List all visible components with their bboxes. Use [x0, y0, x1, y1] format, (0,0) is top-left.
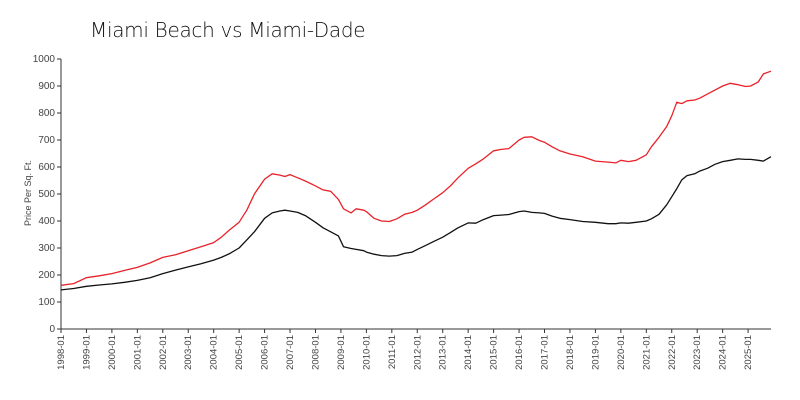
axes — [60, 59, 771, 330]
y-axis-label: Price Per Sq. Ft. — [23, 160, 33, 226]
x-tick-label: 2005-01 — [234, 335, 245, 370]
x-tick-label: 2004-01 — [209, 335, 220, 370]
x-tick-label: 2009-01 — [336, 335, 347, 370]
y-tick-label: 100 — [38, 297, 55, 308]
x-tick-label: 2011-01 — [387, 335, 398, 369]
y-tick-label: 300 — [38, 243, 55, 254]
x-tick-label: 2006-01 — [260, 335, 271, 370]
x-tick-label: 2008-01 — [310, 335, 321, 370]
y-axis-ticks: 0 100 200 300 400 500 600 700 800 900 1000 — [33, 54, 61, 335]
y-tick-label: 400 — [38, 216, 55, 227]
x-tick-label: 2017-01 — [540, 335, 551, 370]
x-tick-label: 2020-01 — [616, 335, 627, 370]
x-tick-label: 2013-01 — [438, 335, 449, 370]
x-tick-label: 2012-01 — [412, 335, 423, 370]
chart-title: Miami Beach vs Miami-Dade — [90, 18, 366, 42]
series-line-miami-dade — [60, 156, 772, 291]
x-tick-label: 2025-01 — [743, 335, 754, 370]
x-tick-label: 2016-01 — [514, 335, 525, 370]
series-line-miami-beach — [60, 70, 772, 286]
y-tick-label: 500 — [38, 189, 55, 200]
x-tick-label: 2003-01 — [183, 335, 194, 370]
y-tick-label: 0 — [49, 324, 55, 335]
y-tick-label: 1000 — [33, 54, 56, 65]
x-tick-label: 2024-01 — [718, 335, 729, 370]
x-tick-label: 2002-01 — [158, 335, 169, 370]
series-layer — [60, 70, 772, 291]
x-tick-label: 2022-01 — [667, 335, 678, 370]
x-tick-label: 2019-01 — [590, 335, 601, 370]
x-tick-label: 1998-01 — [56, 335, 67, 370]
x-tick-label: 2014-01 — [463, 335, 474, 370]
y-tick-label: 200 — [38, 270, 55, 281]
y-tick-label: 900 — [38, 81, 55, 92]
x-tick-label: 2021-01 — [641, 335, 652, 370]
x-tick-label: 2001-01 — [132, 335, 143, 370]
x-tick-label: 2000-01 — [107, 335, 118, 370]
y-tick-label: 600 — [38, 162, 55, 173]
x-tick-label: 2018-01 — [565, 335, 576, 370]
x-tick-label: 2015-01 — [489, 335, 500, 370]
y-tick-label: 700 — [38, 135, 55, 146]
x-axis-ticks: 1998-01 1999-01 2000-01 2001-01 2002-01 2003-… — [56, 329, 754, 370]
x-tick-label: 2010-01 — [361, 335, 372, 370]
x-tick-label: 2023-01 — [692, 335, 703, 370]
x-tick-label: 1999-01 — [81, 335, 92, 370]
y-tick-label: 800 — [38, 108, 55, 119]
x-tick-label: 2007-01 — [285, 335, 296, 370]
